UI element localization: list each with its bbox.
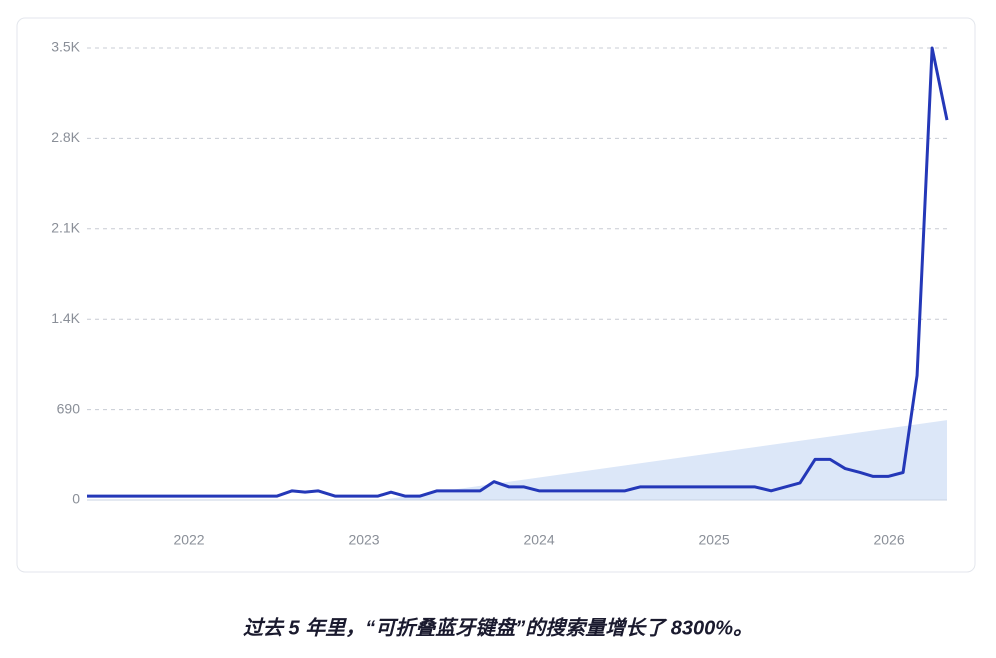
trend-area: [379, 420, 948, 500]
y-tick-label: 2.1K: [51, 220, 80, 236]
caption: 过去 5 年里，“可折叠蓝牙键盘”的搜索量增长了 8300%。: [243, 616, 753, 639]
y-tick-label: 3.5K: [51, 39, 80, 55]
data-line: [87, 46, 949, 498]
y-tick-label: 0: [72, 491, 80, 507]
y-tick-label: 690: [57, 400, 81, 416]
x-tick-label: 2023: [348, 532, 379, 548]
y-tick-label: 1.4K: [51, 310, 80, 326]
x-tick-label: 2026: [873, 532, 904, 548]
y-tick-label: 2.8K: [51, 129, 80, 145]
card: [16, 17, 976, 573]
x-tick-label: 2022: [173, 532, 204, 548]
x-tick-label: 2025: [698, 532, 729, 548]
x-tick-label: 2024: [523, 532, 554, 548]
